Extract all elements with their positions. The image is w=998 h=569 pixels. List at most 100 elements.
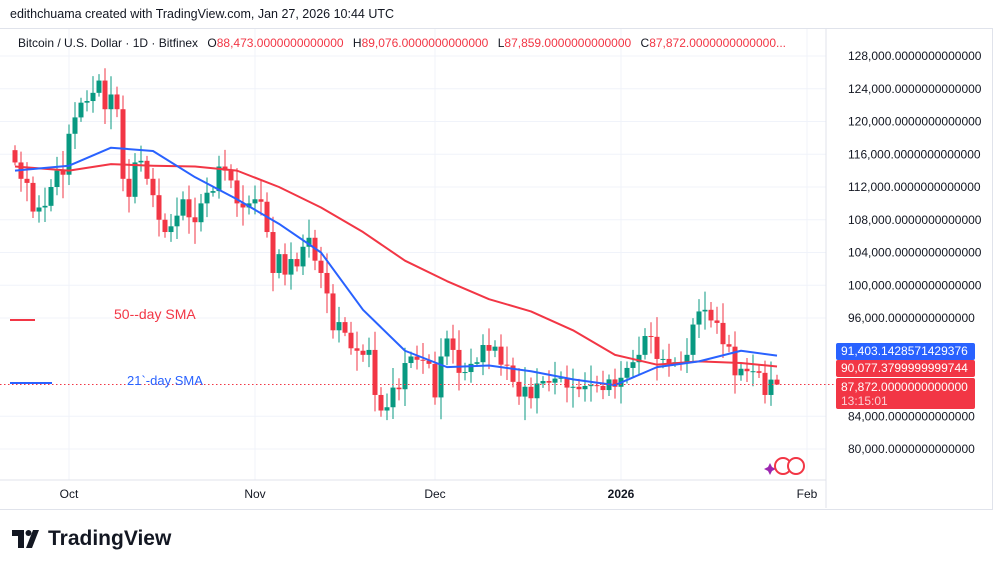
candle-body [12, 150, 18, 163]
candle-body [198, 203, 204, 223]
candle-body [696, 311, 702, 325]
candle-body [24, 178, 30, 183]
tradingview-logo[interactable]: TradingView [12, 527, 171, 551]
candle-body [498, 346, 504, 365]
sma50-line [14, 163, 778, 368]
candle-body [318, 260, 324, 273]
candle-body [378, 394, 384, 411]
candle-body [36, 207, 42, 212]
candle-body [648, 336, 654, 338]
candle-body [420, 359, 426, 361]
candle-body [390, 387, 396, 408]
candle-body [396, 387, 402, 390]
candle-body [576, 386, 582, 390]
low-value: 87,859.0000000000000 [504, 36, 632, 50]
candle-body [456, 349, 462, 373]
candle-body [522, 386, 528, 397]
candle-body [474, 362, 480, 364]
close-value: 87,872.0000000000000... [649, 36, 787, 50]
price-tick-label: 116,000.0000000000000 [848, 147, 981, 161]
candle-body [162, 219, 168, 233]
candle-body [492, 346, 498, 351]
high-value: 89,076.0000000000000 [361, 36, 489, 50]
candle-body [228, 170, 234, 181]
candle-body [258, 199, 264, 202]
candle-body [252, 199, 258, 204]
candle-body [60, 170, 66, 175]
tradingview-logo-icon [12, 530, 39, 548]
candle-body [744, 368, 750, 372]
candle-body [732, 346, 738, 376]
candle-body [186, 199, 192, 218]
candle-body [714, 320, 720, 323]
candle-body [450, 338, 456, 350]
candle-body [642, 336, 648, 355]
candle-body [756, 371, 762, 373]
candle-body [612, 379, 618, 387]
price-tick-label: 120,000.0000000000000 [848, 115, 982, 129]
last-price: 87,872.0000000000000 [841, 380, 968, 394]
candle-body [468, 363, 474, 373]
candle-body [372, 349, 378, 395]
price-tick-label: 100,000.0000000000000 [848, 278, 982, 292]
last-price-badge: 87,872.0000000000000 13:15:01 [836, 378, 975, 409]
candle-body [738, 368, 744, 376]
ohlc-legend: Bitcoin / U.S. Dollar · 1D · Bitfinex O8… [18, 36, 786, 50]
symbol-title[interactable]: Bitcoin / U.S. Dollar · 1D · Bitfinex [18, 36, 199, 50]
candle-body [234, 180, 240, 204]
sma50-annotation: 50--day SMA [114, 306, 196, 322]
chart-pane[interactable] [0, 28, 993, 510]
candle-body [588, 385, 594, 387]
candle-body [120, 109, 126, 179]
candle-body [30, 182, 36, 212]
candle-body [534, 383, 540, 399]
sparkle-event-icon [764, 463, 776, 475]
low-label: L [497, 36, 505, 50]
sma21-price-badge: 91,403.1428571429376 [836, 343, 975, 360]
price-tick-label: 112,000.0000000000000 [848, 180, 981, 194]
candle-body [90, 92, 96, 102]
candle-body [126, 178, 132, 197]
candle-body [306, 237, 312, 247]
candle-body [288, 259, 294, 275]
candle-body [762, 372, 768, 395]
candle-body [48, 187, 54, 206]
candle-body [294, 259, 300, 267]
price-tick-label: 80,000.0000000000000 [848, 442, 975, 456]
price-tick-label: 108,000.0000000000000 [848, 213, 982, 227]
candle-body [510, 365, 516, 382]
candle-body [750, 371, 756, 373]
candle-body [462, 372, 468, 374]
candle-body [768, 379, 774, 395]
candle-body [300, 246, 306, 267]
candle-body [444, 338, 450, 357]
candle-body [684, 354, 690, 364]
candle-body [408, 356, 414, 364]
candle-body [42, 205, 48, 208]
candle-body [108, 94, 114, 110]
candle-body [504, 364, 510, 366]
chart-credit: edithchuama created with TradingView.com… [10, 7, 395, 21]
candle-body [138, 160, 144, 163]
brand-name: TradingView [48, 527, 172, 550]
sma50-price-badge: 90,077.3799999999744 [836, 360, 975, 377]
candle-body [132, 162, 138, 197]
candle-body [516, 381, 522, 397]
candle-body [270, 232, 276, 273]
high-label: H [352, 36, 362, 50]
candle-body [540, 381, 546, 384]
candle-body [630, 362, 636, 368]
candle-body [114, 94, 120, 110]
candle-body [426, 360, 432, 364]
candle-body [690, 324, 696, 355]
candle-body [660, 358, 666, 360]
candle-body [156, 195, 162, 220]
candle-body [366, 349, 372, 355]
time-tick-label: Nov [244, 487, 265, 501]
candle-body [144, 160, 150, 179]
candle-body [432, 363, 438, 398]
candle-body [330, 293, 336, 331]
candle-body [210, 191, 216, 193]
candle-body [558, 377, 564, 379]
